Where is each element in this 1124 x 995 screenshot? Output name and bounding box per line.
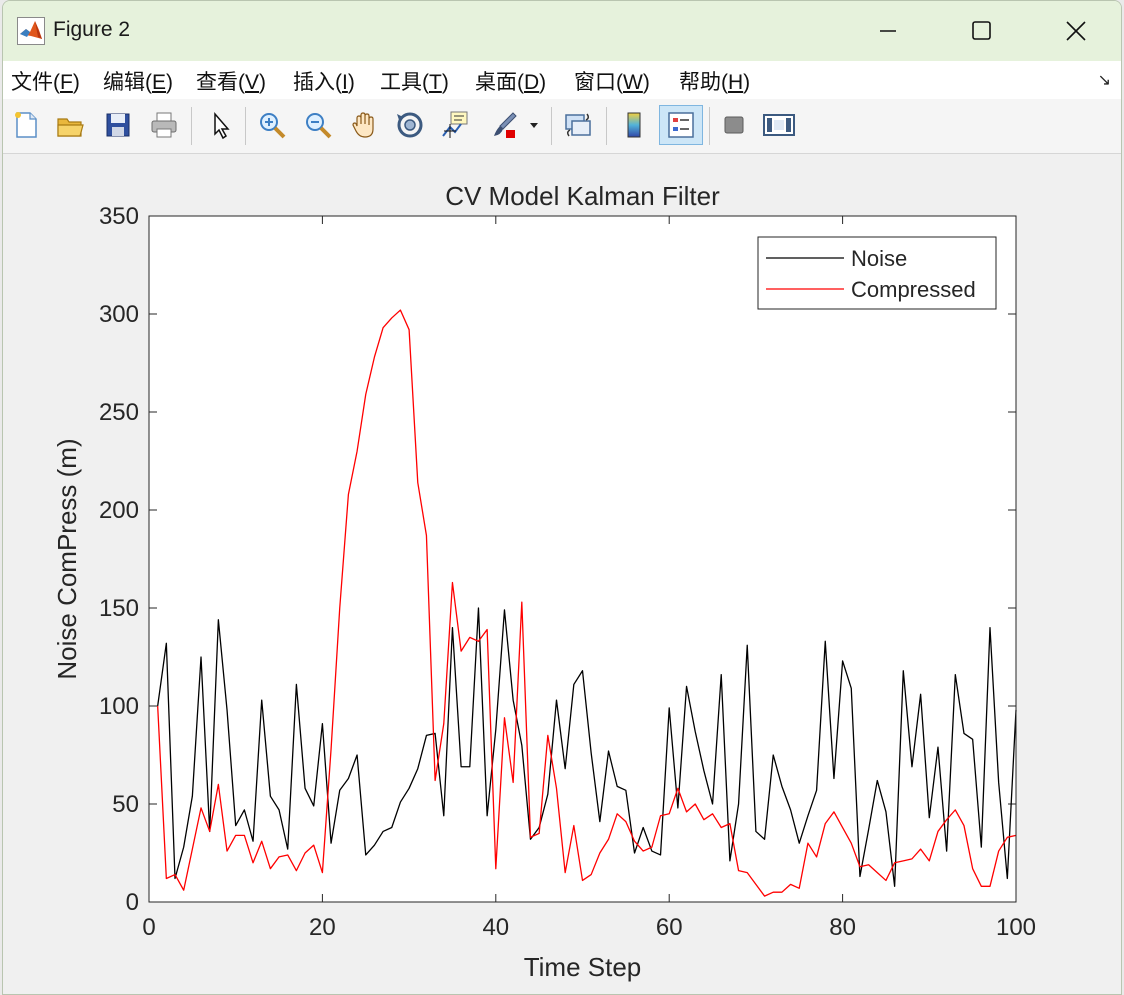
y-tick-label: 150 [99, 595, 139, 622]
open-folder-icon [57, 118, 84, 137]
brush-button[interactable] [485, 106, 523, 144]
save-icon [106, 113, 130, 137]
pointer-icon [214, 111, 230, 140]
minimize-button[interactable] [858, 11, 918, 51]
y-axis-label: Noise ComPress (m) [52, 438, 82, 679]
plot-area [149, 216, 1016, 902]
legend-entry-label: Noise [851, 246, 907, 271]
toolbar-separator [709, 107, 710, 145]
menu-tools[interactable]: 工具(T) [380, 71, 449, 94]
show-plot-tools-icon [763, 114, 795, 136]
chart-title: CV Model Kalman Filter [445, 181, 720, 211]
pan-hand-icon [352, 112, 374, 138]
series-line-noise[interactable] [157, 607, 1017, 887]
data-cursor-icon [442, 111, 468, 138]
link-plot-button[interactable] [559, 106, 597, 144]
toolbar-separator [606, 107, 607, 145]
legend-box [757, 236, 997, 310]
new-file-button[interactable] [7, 106, 45, 144]
legend-icon [668, 112, 694, 138]
axes-box [148, 215, 1017, 903]
hide-plot-tools-button[interactable] [715, 106, 753, 144]
colorbar-button[interactable] [615, 106, 653, 144]
print-icon [151, 112, 177, 138]
toolbar-separator [245, 107, 246, 145]
series-line-compressed[interactable] [157, 309, 1017, 897]
brush-dropdown[interactable] [525, 106, 543, 144]
zoom-out-button[interactable] [299, 106, 337, 144]
y-tick-label: 50 [112, 791, 139, 818]
show-plot-tools-button[interactable] [760, 106, 798, 144]
save-button[interactable] [99, 106, 137, 144]
y-tick-label: 200 [99, 497, 139, 524]
menu-insert[interactable]: 插入(I) [293, 71, 355, 94]
legend-entry-label: Compressed [851, 277, 976, 302]
data-cursor-button[interactable] [437, 106, 475, 144]
x-tick-label: 0 [142, 914, 155, 941]
title-bar: Figure 2 [3, 1, 1121, 61]
toolbar-separator [191, 107, 192, 145]
matlab-logo-icon [17, 17, 45, 45]
brush-icon [494, 112, 517, 138]
toolbar-separator [551, 107, 552, 145]
zoom-in-button[interactable] [253, 106, 291, 144]
menu-edit[interactable]: 编辑(E) [103, 71, 174, 94]
edit-plot-button[interactable] [201, 106, 239, 144]
rotate-button[interactable] [391, 106, 429, 144]
open-button[interactable] [51, 106, 89, 144]
maximize-button[interactable] [952, 11, 1012, 51]
figure-toolbar [3, 99, 1121, 154]
colorbar-icon [627, 112, 641, 138]
x-tick-label: 20 [309, 914, 336, 941]
chevron-down-icon [530, 123, 538, 128]
menu-bar: 文件(F) 编辑(E) 查看(V) 插入(I) 工具(T) 桌面(D) 窗口(W… [3, 61, 1121, 99]
x-tick-label: 100 [996, 914, 1036, 941]
rotate-3d-icon [397, 112, 423, 138]
link-plot-icon [565, 113, 591, 137]
x-tick-label: 80 [829, 914, 856, 941]
x-tick-label: 60 [656, 914, 683, 941]
x-tick-label: 40 [482, 914, 509, 941]
menu-window[interactable]: 窗口(W) [574, 71, 650, 94]
y-tick-label: 300 [99, 301, 139, 328]
menu-help[interactable]: 帮助(H) [679, 71, 751, 94]
menu-view[interactable]: 查看(V) [196, 71, 267, 94]
y-tick-label: 100 [99, 693, 139, 720]
print-button[interactable] [145, 106, 183, 144]
legend[interactable]: Noise Compressed [757, 236, 997, 310]
new-file-icon [15, 112, 37, 138]
close-button[interactable] [1046, 11, 1106, 51]
hide-plot-tools-icon [724, 116, 744, 134]
x-axis-label: Time Step [524, 952, 642, 982]
window-title: Figure 2 [53, 18, 131, 41]
y-tick-label: 250 [99, 399, 139, 426]
menu-file[interactable]: 文件(F) [11, 71, 80, 94]
y-tick-label: 350 [99, 203, 139, 230]
dock-arrow-icon[interactable]: ↘ [1097, 72, 1111, 89]
minimize-icon [880, 30, 896, 32]
line-chart[interactable]: CV Model Kalman Filter Time Step Noise C… [3, 154, 1121, 994]
zoom-in-icon [260, 113, 286, 139]
close-icon [1066, 21, 1086, 41]
y-tick-label: 0 [126, 889, 139, 916]
figure-canvas: CV Model Kalman Filter Time Step Noise C… [3, 154, 1121, 994]
maximize-icon [972, 21, 991, 40]
menu-desktop[interactable]: 桌面(D) [475, 71, 547, 94]
legend-button[interactable] [659, 105, 703, 145]
pan-button[interactable] [345, 106, 383, 144]
zoom-out-icon [306, 113, 332, 139]
